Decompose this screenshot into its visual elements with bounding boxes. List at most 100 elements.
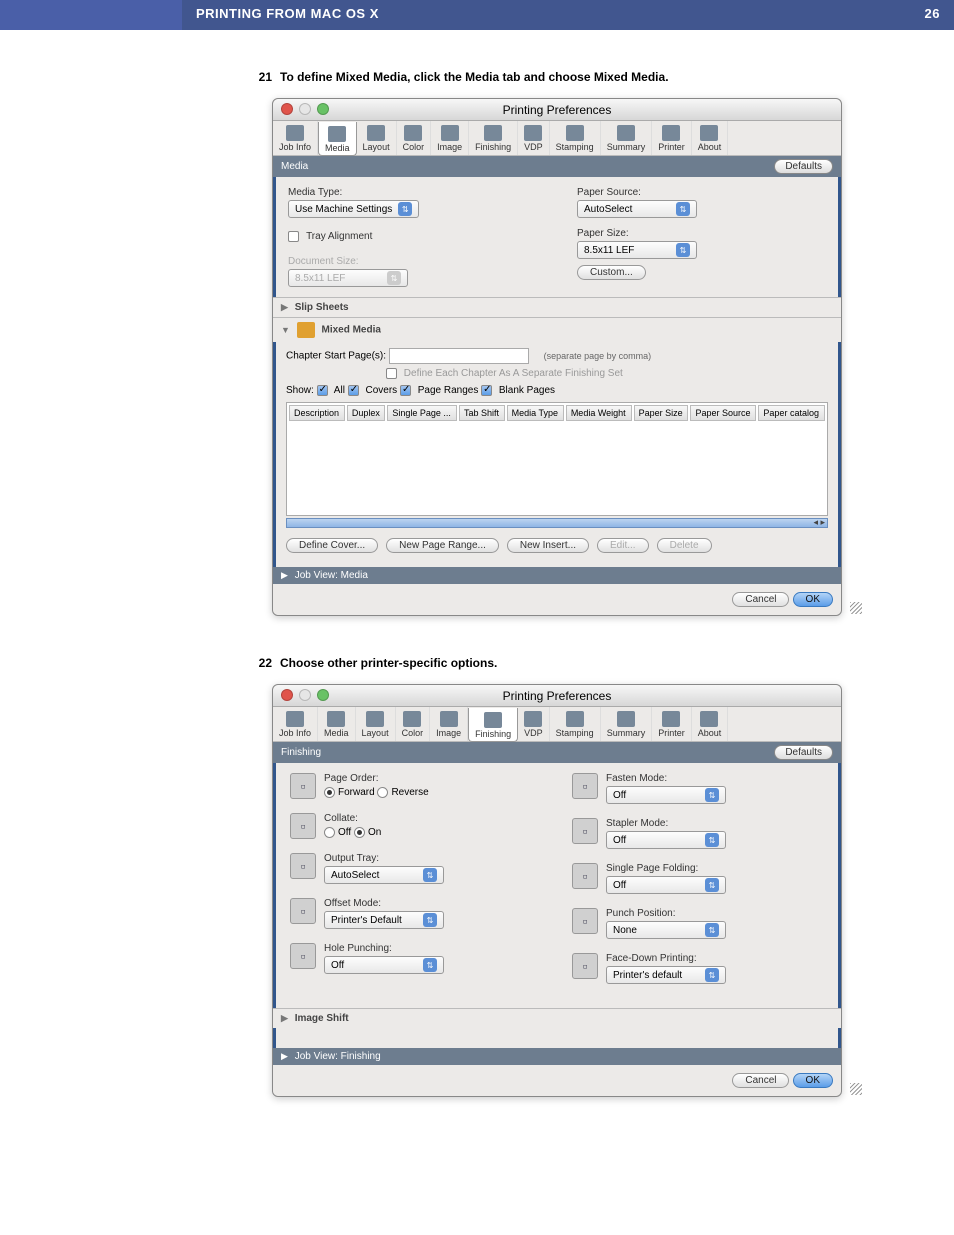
tab-vdp[interactable]: VDP [518,707,550,741]
table-header[interactable]: Description [289,405,345,421]
tab-job-info[interactable]: Job Info [273,121,318,155]
tab-layout[interactable]: Layout [357,121,397,155]
new-page-range-button[interactable]: New Page Range... [386,538,499,553]
select-hole-punching-[interactable]: Off⇅ [324,956,444,974]
tray-alignment-checkbox[interactable] [288,231,299,242]
tab-icon [617,125,635,141]
tab-image[interactable]: Image [431,121,469,155]
paper-source-select[interactable]: AutoSelect ⇅ [577,200,697,218]
radio-reverse[interactable] [377,787,388,798]
edit-button[interactable]: Edit... [597,538,649,553]
tab-label: About [698,728,722,738]
minimize-icon[interactable] [299,103,311,115]
tab-about[interactable]: About [692,121,729,155]
tab-color[interactable]: Color [397,121,432,155]
tab-printer[interactable]: Printer [652,707,692,741]
chapter-start-input[interactable] [389,348,529,364]
ok-button[interactable]: OK [793,592,833,607]
tab-icon [484,125,502,141]
slip-sheets-section[interactable]: ▶ Slip Sheets [273,297,841,317]
finishing-row: ▫Stapler Mode:Off⇅ [572,818,824,849]
radio-off[interactable] [324,827,335,838]
minimize-icon[interactable] [299,689,311,701]
radio-forward[interactable] [324,787,335,798]
select-single-page-folding-[interactable]: Off⇅ [606,876,726,894]
custom-button[interactable]: Custom... [577,265,646,280]
show-covers-checkbox[interactable] [348,385,359,396]
select-fasten-mode-[interactable]: Off⇅ [606,786,726,804]
ok-button[interactable]: OK [793,1073,833,1088]
resize-grip-icon[interactable] [850,602,862,614]
tab-stamping[interactable]: Stamping [550,121,601,155]
resize-grip-icon[interactable] [850,1083,862,1095]
radio-on[interactable] [354,827,365,838]
select-punch-position-[interactable]: None⇅ [606,921,726,939]
tab-summary[interactable]: Summary [601,121,653,155]
table-header[interactable]: Duplex [347,405,386,421]
zoom-icon[interactable] [317,103,329,115]
show-all-checkbox[interactable] [317,385,328,396]
tab-image[interactable]: Image [430,707,468,741]
table-header[interactable]: Single Page ... [387,405,457,421]
job-view-finishing[interactable]: ▶ Job View: Finishing [273,1048,841,1065]
select-offset-mode-[interactable]: Printer's Default⇅ [324,911,444,929]
tab-job-info[interactable]: Job Info [273,707,318,741]
define-cover-button[interactable]: Define Cover... [286,538,378,553]
finishing-icon: ▫ [572,953,598,979]
tab-layout[interactable]: Layout [356,707,396,741]
table-header[interactable]: Paper Source [690,405,756,421]
tab-icon [617,711,635,727]
new-insert-button[interactable]: New Insert... [507,538,589,553]
tab-vdp[interactable]: VDP [518,121,550,155]
defaults-button[interactable]: Defaults [774,159,833,174]
tab-stamping[interactable]: Stamping [550,707,601,741]
tab-finishing[interactable]: Finishing [469,121,518,155]
job-view-media[interactable]: ▶ Job View: Media [273,567,841,584]
finishing-icon: ▫ [572,773,598,799]
delete-button[interactable]: Delete [657,538,712,553]
define-each-label: Define Each Chapter As A Separate Finish… [404,368,623,379]
horizontal-scrollbar[interactable] [286,518,828,528]
show-row: Show: All Covers Page Ranges Blank Pages [286,385,828,396]
finishing-icon: ▫ [290,943,316,969]
tab-printer[interactable]: Printer [652,121,692,155]
close-icon[interactable] [281,689,293,701]
paper-size-select[interactable]: 8.5x11 LEF ⇅ [577,241,697,259]
define-each-checkbox[interactable] [386,368,397,379]
finishing-icon: ▫ [572,908,598,934]
table-header[interactable]: Media Type [507,405,564,421]
show-blank-pages-checkbox[interactable] [481,385,492,396]
tab-label: Media [324,728,349,738]
tab-summary[interactable]: Summary [601,707,653,741]
traffic-lights[interactable] [281,103,329,115]
select-face-down-printing-[interactable]: Printer's default⇅ [606,966,726,984]
chevron-updown-icon: ⇅ [705,878,719,892]
table-header[interactable]: Tab Shift [459,405,505,421]
table-header[interactable]: Paper catalog [758,405,825,421]
show-page-ranges-checkbox[interactable] [400,385,411,396]
image-shift-section[interactable]: ▶ Image Shift [273,1008,841,1028]
cancel-button[interactable]: Cancel [732,1073,789,1088]
tab-color[interactable]: Color [396,707,431,741]
page-number: 26 [925,6,940,24]
finishing-row: ▫Collate:Off On [290,813,542,839]
tab-finishing[interactable]: Finishing [468,708,518,742]
select-stapler-mode-[interactable]: Off⇅ [606,831,726,849]
defaults-button[interactable]: Defaults [774,745,833,760]
section-name: Finishing [281,747,321,758]
table-header[interactable]: Paper Size [634,405,689,421]
tab-media[interactable]: Media [318,707,356,741]
tab-about[interactable]: About [692,707,729,741]
traffic-lights[interactable] [281,689,329,701]
close-icon[interactable] [281,103,293,115]
tab-media[interactable]: Media [318,122,357,156]
zoom-icon[interactable] [317,689,329,701]
media-type-select[interactable]: Use Machine Settings ⇅ [288,200,419,218]
document-size-label: Document Size: [288,256,537,267]
table-header[interactable]: Media Weight [566,405,632,421]
cancel-button[interactable]: Cancel [732,592,789,607]
slip-sheets-label: Slip Sheets [295,302,349,313]
mixed-media-section[interactable]: ▼ Mixed Media [273,317,841,342]
mixed-media-body: Chapter Start Page(s): (separate page by… [273,342,841,567]
select-output-tray-[interactable]: AutoSelect⇅ [324,866,444,884]
